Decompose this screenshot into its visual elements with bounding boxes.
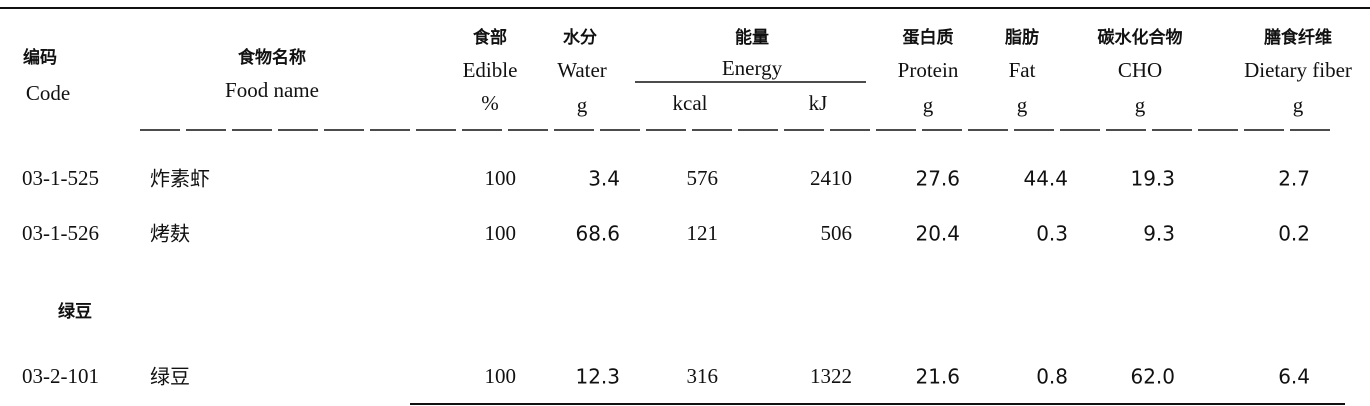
food-name-cell: 绿豆 bbox=[150, 365, 190, 389]
code-cell: 03-2-101 bbox=[22, 364, 99, 388]
header-zh: 食部 bbox=[473, 27, 507, 48]
code-cell: 03-1-526 bbox=[22, 221, 99, 245]
food-name-cell: 炸素虾 bbox=[150, 167, 210, 191]
edible-cell: 100 bbox=[485, 221, 517, 245]
kj-cell: 2410 bbox=[810, 166, 852, 190]
kj-cell: 506 bbox=[821, 221, 853, 245]
header-unit: g bbox=[1293, 93, 1304, 117]
header-unit: kcal bbox=[673, 91, 708, 115]
water-cell: 68.6 bbox=[575, 222, 620, 246]
edible-cell: 100 bbox=[485, 166, 517, 190]
header-unit: g bbox=[1017, 93, 1028, 117]
fat-cell: 0.8 bbox=[1036, 365, 1068, 389]
kcal-cell: 576 bbox=[687, 166, 719, 190]
header-en: CHO bbox=[1118, 58, 1162, 82]
kj-cell: 1322 bbox=[810, 364, 852, 388]
header-zh: 编码 bbox=[23, 47, 57, 68]
header-zh: 蛋白质 bbox=[903, 27, 954, 48]
fat-cell: 0.3 bbox=[1036, 222, 1068, 246]
header-en: Edible bbox=[463, 58, 518, 82]
header-en: Energy bbox=[722, 56, 783, 80]
header-en: Code bbox=[26, 81, 70, 105]
header-zh: 食物名称 bbox=[238, 47, 306, 68]
header-unit: g bbox=[577, 93, 588, 117]
header-unit: kJ bbox=[809, 91, 828, 115]
header-zh: 脂肪 bbox=[1005, 27, 1039, 48]
water-cell: 12.3 bbox=[575, 365, 620, 389]
protein-cell: 20.4 bbox=[915, 222, 960, 246]
cho-cell: 62.0 bbox=[1130, 365, 1175, 389]
water-cell: 3.4 bbox=[588, 167, 620, 191]
protein-cell: 27.6 bbox=[915, 167, 960, 191]
food-name-cell: 烤麸 bbox=[150, 222, 190, 246]
header-unit: g bbox=[1135, 93, 1146, 117]
header-en: Protein bbox=[898, 58, 959, 82]
header-unit: % bbox=[481, 91, 499, 115]
header-en: Fat bbox=[1009, 58, 1036, 82]
header-unit: g bbox=[923, 93, 934, 117]
cho-cell: 9.3 bbox=[1143, 222, 1175, 246]
header-en: Food name bbox=[225, 78, 319, 102]
fat-cell: 44.4 bbox=[1023, 167, 1068, 191]
fiber-cell: 6.4 bbox=[1278, 365, 1310, 389]
kcal-cell: 316 bbox=[687, 364, 719, 388]
header-zh: 膳食纤维 bbox=[1264, 27, 1332, 48]
header-zh: 能量 bbox=[735, 27, 769, 48]
header-en: Dietary fiber bbox=[1244, 58, 1352, 82]
header-zh: 水分 bbox=[563, 27, 597, 48]
code-cell: 03-1-525 bbox=[22, 166, 99, 190]
fiber-cell: 0.2 bbox=[1278, 222, 1310, 246]
fiber-cell: 2.7 bbox=[1278, 167, 1310, 191]
protein-cell: 21.6 bbox=[915, 365, 960, 389]
group-title: 绿豆 bbox=[58, 301, 92, 322]
kcal-cell: 121 bbox=[687, 221, 719, 245]
edible-cell: 100 bbox=[485, 364, 517, 388]
header-zh: 碳水化合物 bbox=[1098, 27, 1183, 48]
cho-cell: 19.3 bbox=[1130, 167, 1175, 191]
header-en: Water bbox=[557, 58, 607, 82]
